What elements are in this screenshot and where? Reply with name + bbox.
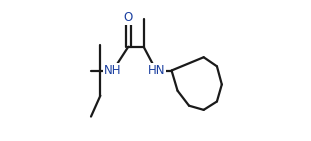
Text: O: O <box>124 11 133 24</box>
Text: NH: NH <box>104 64 122 77</box>
Text: HN: HN <box>147 64 165 77</box>
